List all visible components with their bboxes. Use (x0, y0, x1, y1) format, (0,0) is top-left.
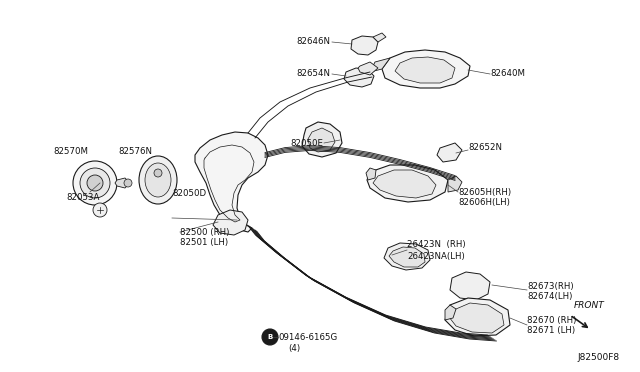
Polygon shape (351, 36, 378, 55)
Polygon shape (370, 58, 390, 72)
Text: 82652N: 82652N (468, 144, 502, 153)
Polygon shape (450, 272, 490, 300)
Text: B: B (268, 334, 273, 340)
Polygon shape (448, 176, 462, 192)
Text: 26423N  (RH): 26423N (RH) (407, 241, 466, 250)
Text: J82500F8: J82500F8 (578, 353, 620, 362)
Text: 82646N: 82646N (296, 38, 330, 46)
Polygon shape (384, 243, 430, 270)
Polygon shape (437, 143, 462, 162)
Text: 82501 (LH): 82501 (LH) (180, 238, 228, 247)
Circle shape (262, 329, 278, 345)
Text: FRONT: FRONT (574, 301, 605, 310)
Text: 09146-6165G: 09146-6165G (278, 333, 337, 341)
Polygon shape (449, 303, 504, 333)
Polygon shape (302, 122, 342, 157)
Text: (4): (4) (288, 343, 300, 353)
Ellipse shape (139, 156, 177, 204)
Circle shape (154, 169, 162, 177)
Polygon shape (445, 298, 510, 336)
Text: 82670 (RH): 82670 (RH) (527, 315, 577, 324)
Text: 82654N: 82654N (296, 70, 330, 78)
Text: 82671 (LH): 82671 (LH) (527, 327, 575, 336)
Text: 82570M: 82570M (53, 148, 88, 157)
Text: 82606H(LH): 82606H(LH) (458, 199, 510, 208)
Circle shape (73, 161, 117, 205)
Text: 82500 (RH): 82500 (RH) (180, 228, 229, 237)
Circle shape (87, 175, 103, 191)
Circle shape (80, 168, 110, 198)
Ellipse shape (145, 163, 171, 197)
Text: 82053A: 82053A (66, 192, 99, 202)
Polygon shape (358, 62, 378, 75)
Text: 82605H(RH): 82605H(RH) (458, 187, 511, 196)
Polygon shape (373, 33, 386, 42)
Polygon shape (373, 170, 436, 198)
Polygon shape (213, 210, 248, 235)
Polygon shape (445, 305, 456, 320)
Circle shape (124, 179, 132, 187)
Text: 26423NA(LH): 26423NA(LH) (407, 251, 465, 260)
Polygon shape (195, 132, 268, 232)
Polygon shape (367, 165, 448, 202)
Polygon shape (115, 178, 130, 188)
Text: 82576N: 82576N (118, 148, 152, 157)
Text: 82673(RH): 82673(RH) (527, 282, 573, 291)
Polygon shape (344, 68, 374, 87)
Polygon shape (366, 168, 376, 180)
Text: 82050E: 82050E (290, 138, 323, 148)
Polygon shape (308, 128, 335, 152)
Text: 82674(LH): 82674(LH) (527, 292, 572, 301)
Circle shape (93, 203, 107, 217)
Polygon shape (389, 247, 425, 267)
Text: 82050D: 82050D (172, 189, 206, 198)
Polygon shape (395, 57, 455, 83)
Text: 82640M: 82640M (490, 70, 525, 78)
Polygon shape (382, 50, 470, 88)
